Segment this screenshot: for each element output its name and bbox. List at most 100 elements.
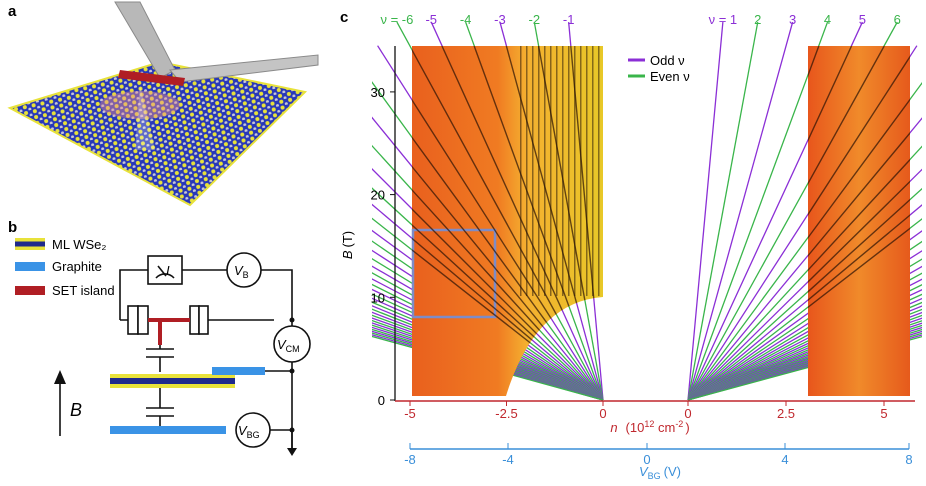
- nu-label: 5: [859, 12, 866, 27]
- source-main: V: [238, 423, 248, 438]
- landau-line: [808, 46, 853, 142]
- fan-line: [687, 21, 759, 401]
- node: [289, 317, 295, 323]
- current-label: I: [166, 263, 170, 278]
- noise-stripe: [580, 46, 582, 296]
- noise-stripe: [550, 46, 552, 296]
- noise-stripe: [556, 46, 558, 296]
- panel-label: c: [340, 9, 348, 26]
- vbg-tick-label: -8: [404, 452, 416, 467]
- field-arrow: [54, 370, 66, 384]
- fan-line: [372, 334, 604, 401]
- vbg-tick-label: 0: [643, 452, 650, 467]
- y-tick-label: 0: [378, 393, 385, 408]
- source-label: VB: [234, 263, 249, 280]
- graphite-contact: [212, 367, 265, 375]
- nu-label: -5: [425, 12, 437, 27]
- fan-line: [687, 21, 794, 401]
- fan-line: [687, 250, 922, 401]
- fan-line: [687, 272, 922, 401]
- parity-legend: Odd ν Even ν: [628, 53, 690, 84]
- legend-text: SET island: [52, 283, 115, 298]
- noise-stripe: [592, 46, 594, 296]
- noise-stripe: [574, 46, 576, 296]
- noise-stripe: [586, 46, 588, 296]
- source-label: VCM: [277, 337, 300, 354]
- y-axis-var: B: [340, 250, 355, 259]
- landau-line: [808, 55, 910, 216]
- fan-line: [372, 332, 604, 401]
- nu-label: 6: [894, 12, 901, 27]
- n-tick-label: -2.5: [495, 406, 517, 421]
- graphite-gate: [110, 426, 226, 434]
- n-axis-label: n (1012 cm-2): [610, 419, 689, 435]
- n-tick-label: 5: [880, 406, 887, 421]
- wse2-core: [110, 378, 235, 384]
- fan-line: [687, 284, 922, 401]
- vbg-unit: (V): [664, 464, 681, 479]
- noise-stripe: [532, 46, 534, 296]
- device-illustration: [7, 1, 319, 207]
- landau-line: [412, 46, 603, 396]
- noise-stripe: [544, 46, 546, 296]
- fan-line: [687, 265, 922, 401]
- source-main: V: [234, 263, 244, 278]
- fan-line: [687, 230, 922, 401]
- fan-line: [687, 240, 922, 401]
- noise-stripe: [520, 46, 522, 296]
- fan-line: [372, 328, 604, 401]
- fan-line: [372, 330, 604, 401]
- nu-label: 3: [789, 12, 796, 27]
- fan-line: [372, 187, 604, 401]
- fan-line: [687, 218, 922, 401]
- nu-label: ν = 1: [709, 12, 738, 27]
- n-exp: -2: [675, 419, 683, 429]
- noise-stripe: [568, 46, 570, 296]
- field-label: B: [70, 400, 82, 420]
- set-island: [148, 318, 190, 345]
- landau-line: [808, 98, 910, 239]
- source-sub: B: [243, 270, 249, 280]
- noise-stripe: [526, 46, 528, 296]
- vbg-tick-label: 8: [905, 452, 912, 467]
- nu-label: -2: [529, 12, 541, 27]
- y-axis-unit: (T): [340, 231, 355, 248]
- landau-line: [808, 131, 910, 257]
- noise-stripe: [598, 46, 600, 296]
- vbg-sub: BG: [648, 471, 661, 481]
- source-sub: BG: [247, 430, 260, 440]
- landau-line: [808, 158, 910, 272]
- panel-label: a: [8, 3, 17, 20]
- panel-label: b: [8, 219, 17, 236]
- nu-label: 4: [824, 12, 831, 27]
- landau-line: [808, 180, 910, 283]
- node: [289, 368, 295, 374]
- n-tick-label: 0: [684, 406, 691, 421]
- vbg-axis-label: VBG (V): [639, 464, 681, 481]
- n-var: n: [610, 420, 617, 435]
- ground-arrow: [287, 448, 297, 456]
- circuit: [59, 252, 311, 450]
- n-exp: 12: [644, 419, 654, 429]
- y-tick-label: 30: [371, 85, 385, 100]
- n-unit: ): [685, 420, 689, 435]
- source-sub: CM: [286, 344, 300, 354]
- source-main: V: [277, 337, 287, 352]
- nu-label: 2: [754, 12, 761, 27]
- material-legend: ML WSe₂ Graphite SET island: [15, 237, 115, 298]
- legend-text: ML WSe₂: [52, 237, 106, 252]
- nu-label: -4: [460, 12, 472, 27]
- landau-line: [808, 46, 885, 185]
- fan-line: [687, 258, 922, 401]
- vbg-tick-label: -4: [502, 452, 514, 467]
- nu-label: -3: [494, 12, 506, 27]
- y-tick-label: 20: [371, 188, 385, 203]
- y-tick-label: 10: [371, 290, 385, 305]
- legend-text: Graphite: [52, 259, 102, 274]
- fan-line: [372, 335, 604, 401]
- legend-text: Odd ν: [650, 53, 685, 68]
- n-tick-label: 2.5: [777, 406, 795, 421]
- n-unit: cm: [654, 420, 675, 435]
- n-tick-label: 0: [599, 406, 606, 421]
